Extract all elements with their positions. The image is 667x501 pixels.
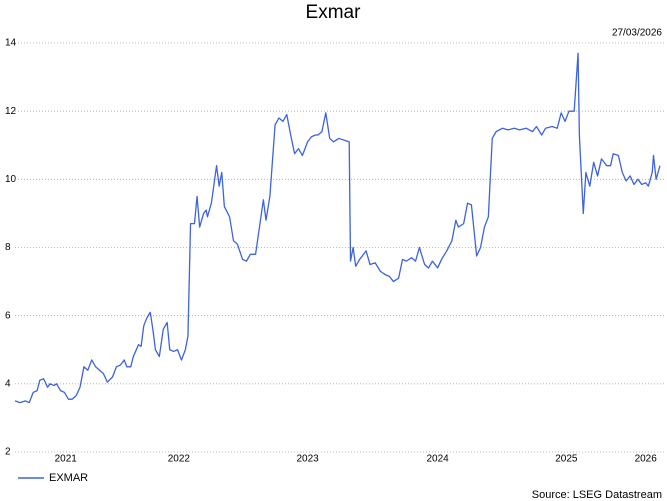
y-tick-label: 8 bbox=[5, 242, 11, 253]
data-line bbox=[14, 52, 661, 404]
x-tick-label: 2022 bbox=[168, 454, 191, 465]
chart-title: Exmar bbox=[306, 2, 362, 23]
x-tick-label: 2024 bbox=[427, 454, 450, 465]
y-tick-label: 10 bbox=[5, 174, 17, 185]
x-tick-label: 2021 bbox=[55, 454, 78, 465]
y-tick-label: 2 bbox=[5, 447, 11, 458]
source-label: Source: LSEG Datastream bbox=[532, 489, 662, 501]
x-tick-label: 2023 bbox=[296, 454, 319, 465]
y-tick-label: 12 bbox=[5, 106, 17, 117]
y-tick-label: 6 bbox=[5, 310, 11, 321]
y-tick-label: 4 bbox=[5, 378, 11, 389]
x-tick-label: 2026 bbox=[635, 454, 658, 465]
plot-area: 2 4 6 8 10 12 14 2021 2022 2023 2024 2025 2026 bbox=[5, 38, 665, 465]
date-label: 27/03/2026 bbox=[612, 28, 662, 39]
x-tick-label: 2025 bbox=[555, 454, 578, 465]
y-tick-label: 14 bbox=[5, 38, 17, 49]
legend-label: EXMAR bbox=[49, 472, 88, 484]
